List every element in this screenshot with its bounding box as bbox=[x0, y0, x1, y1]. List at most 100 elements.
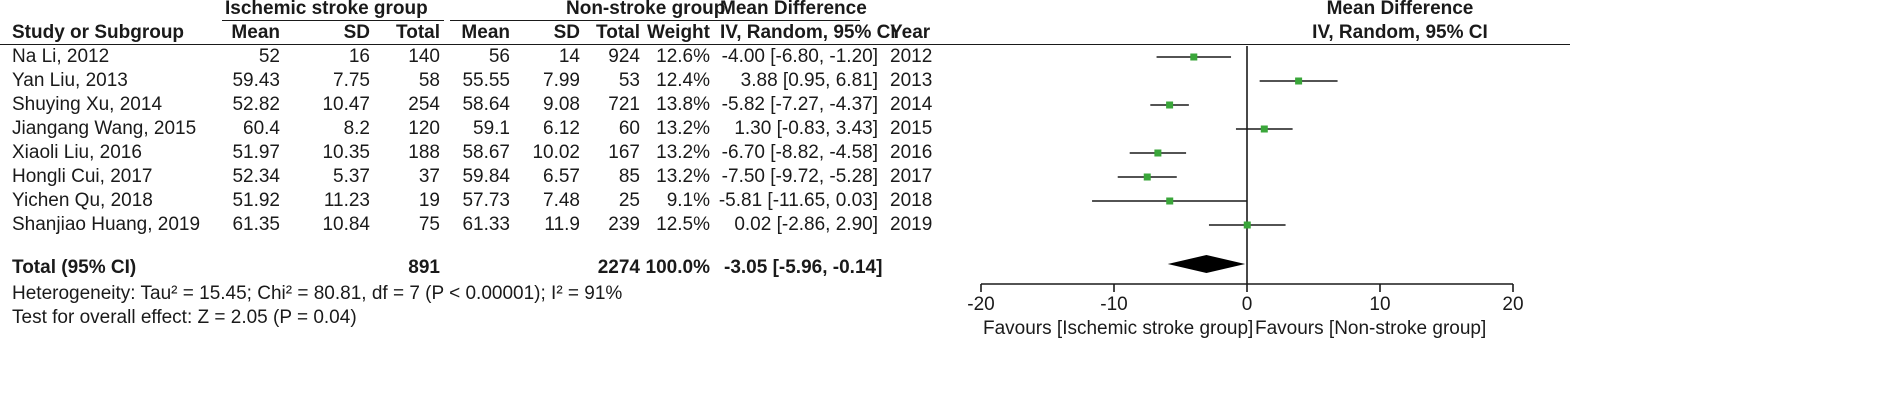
x-tick-label: 0 bbox=[1242, 294, 1253, 315]
favours-right-label: Favours [Non-stroke group] bbox=[1255, 318, 1487, 339]
x-tick-label: -20 bbox=[967, 294, 994, 315]
mean1-value: 59.43 bbox=[232, 70, 280, 91]
study-name: Na Li, 2012 bbox=[12, 46, 110, 67]
total1-header: Total bbox=[396, 22, 440, 43]
mean1-value: 61.35 bbox=[232, 214, 280, 235]
weight-header: Weight bbox=[647, 22, 710, 43]
sd2-value: 11.9 bbox=[544, 214, 580, 235]
heterogeneity-text: Heterogeneity: Tau² = 15.45; Chi² = 80.8… bbox=[12, 283, 623, 304]
study-marker bbox=[1260, 125, 1268, 133]
study-marker bbox=[1143, 173, 1151, 181]
header-rule bbox=[0, 44, 1570, 45]
plot-sub-header: IV, Random, 95% CI bbox=[1312, 22, 1488, 43]
sd2-value: 6.57 bbox=[543, 166, 580, 187]
year-header: Year bbox=[890, 22, 931, 43]
weight-value: 12.5% bbox=[656, 214, 710, 235]
year-value: 2017 bbox=[890, 166, 933, 187]
md-ci-value: -4.00 [-6.80, -1.20] bbox=[721, 46, 878, 67]
year-value: 2014 bbox=[890, 94, 933, 115]
md-ci-value: -5.81 [-11.65, 0.03] bbox=[718, 190, 878, 211]
mean1-value: 60.4 bbox=[243, 118, 280, 139]
total2-value: 25 bbox=[618, 190, 640, 211]
sd1-value: 16 bbox=[348, 46, 370, 67]
mean-difference-header: Mean Difference bbox=[720, 0, 867, 19]
md-ci-value: 3.88 [0.95, 6.81] bbox=[740, 70, 878, 91]
x-tick-label: -10 bbox=[1100, 294, 1127, 315]
mean1-value: 52 bbox=[258, 46, 280, 67]
total2-value: 167 bbox=[608, 142, 640, 163]
study-marker bbox=[1295, 77, 1303, 85]
total1-value: 75 bbox=[418, 214, 440, 235]
plot-header: Mean Difference bbox=[1326, 0, 1474, 19]
sd1-value: 7.75 bbox=[333, 70, 370, 91]
study-name: Xiaoli Liu, 2016 bbox=[12, 142, 142, 163]
study-name: Yichen Qu, 2018 bbox=[12, 190, 153, 211]
md-sub-header: IV, Random, 95% CI bbox=[720, 22, 896, 43]
year-value: 2013 bbox=[890, 70, 933, 91]
study-name: Hongli Cui, 2017 bbox=[12, 166, 153, 187]
weight-value: 12.4% bbox=[656, 70, 710, 91]
total2-value: 60 bbox=[618, 118, 640, 139]
md-ci-value: 1.30 [-0.83, 3.43] bbox=[734, 118, 878, 139]
mean2-value: 58.67 bbox=[462, 142, 510, 163]
sd1-value: 11.23 bbox=[323, 190, 370, 211]
mean2-value: 57.73 bbox=[462, 190, 510, 211]
total1-value: 19 bbox=[418, 190, 440, 211]
sd2-value: 9.08 bbox=[543, 94, 580, 115]
group1-header: Ischemic stroke group bbox=[225, 0, 428, 19]
x-tick-label: 20 bbox=[1502, 294, 1523, 315]
overall-effect-text: Test for overall effect: Z = 2.05 (P = 0… bbox=[12, 307, 357, 328]
study-column-header: Study or Subgroup bbox=[12, 22, 185, 43]
total1-value: 254 bbox=[408, 94, 440, 115]
total-label: Total (95% CI) bbox=[12, 257, 137, 278]
study-marker bbox=[1166, 197, 1174, 205]
total2-value: 53 bbox=[618, 70, 640, 91]
mean2-value: 56 bbox=[488, 46, 510, 67]
mean2-header: Mean bbox=[461, 22, 510, 43]
total-n2: 2274 bbox=[597, 257, 640, 278]
md-ci-value: -5.82 [-7.27, -4.37] bbox=[721, 94, 878, 115]
sd2-value: 7.48 bbox=[543, 190, 580, 211]
sd2-value: 10.02 bbox=[532, 142, 580, 163]
total2-value: 924 bbox=[608, 46, 640, 67]
total-ci: -3.05 [-5.96, -0.14] bbox=[724, 257, 883, 278]
sd1-value: 10.47 bbox=[322, 94, 370, 115]
x-tick-label: 10 bbox=[1369, 294, 1390, 315]
total1-value: 188 bbox=[408, 142, 440, 163]
study-name: Yan Liu, 2013 bbox=[12, 70, 128, 91]
favours-left-label: Favours [Ischemic stroke group] bbox=[983, 318, 1254, 339]
mean2-value: 55.55 bbox=[462, 70, 510, 91]
total2-header: Total bbox=[596, 22, 640, 43]
mean1-value: 51.92 bbox=[232, 190, 280, 211]
sd1-value: 5.37 bbox=[333, 166, 370, 187]
mean2-value: 61.33 bbox=[462, 214, 510, 235]
year-value: 2018 bbox=[890, 190, 933, 211]
sd1-value: 8.2 bbox=[343, 118, 370, 139]
weight-value: 13.2% bbox=[656, 118, 710, 139]
total1-value: 140 bbox=[408, 46, 440, 67]
sd2-value: 7.99 bbox=[543, 70, 580, 91]
weight-value: 13.2% bbox=[656, 142, 710, 163]
md-ci-value: 0.02 [-2.86, 2.90] bbox=[734, 214, 878, 235]
study-name: Shuying Xu, 2014 bbox=[12, 94, 163, 115]
study-marker bbox=[1154, 149, 1162, 157]
mean2-value: 58.64 bbox=[462, 94, 510, 115]
study-marker bbox=[1166, 101, 1174, 109]
year-value: 2016 bbox=[890, 142, 933, 163]
study-name: Shanjiao Huang, 2019 bbox=[12, 214, 201, 235]
md-ci-value: -6.70 [-8.82, -4.58] bbox=[721, 142, 878, 163]
sd1-header: SD bbox=[343, 22, 370, 43]
total1-value: 37 bbox=[418, 166, 440, 187]
weight-value: 13.2% bbox=[656, 166, 710, 187]
study-marker bbox=[1243, 221, 1251, 229]
total2-value: 239 bbox=[608, 214, 640, 235]
total2-value: 85 bbox=[618, 166, 640, 187]
year-value: 2015 bbox=[890, 118, 933, 139]
weight-value: 13.8% bbox=[656, 94, 710, 115]
total-weight: 100.0% bbox=[645, 257, 710, 278]
mean1-value: 51.97 bbox=[232, 142, 280, 163]
sd1-value: 10.35 bbox=[322, 142, 370, 163]
year-value: 2012 bbox=[890, 46, 933, 67]
md-ci-value: -7.50 [-9.72, -5.28] bbox=[721, 166, 878, 187]
mean2-value: 59.1 bbox=[473, 118, 510, 139]
